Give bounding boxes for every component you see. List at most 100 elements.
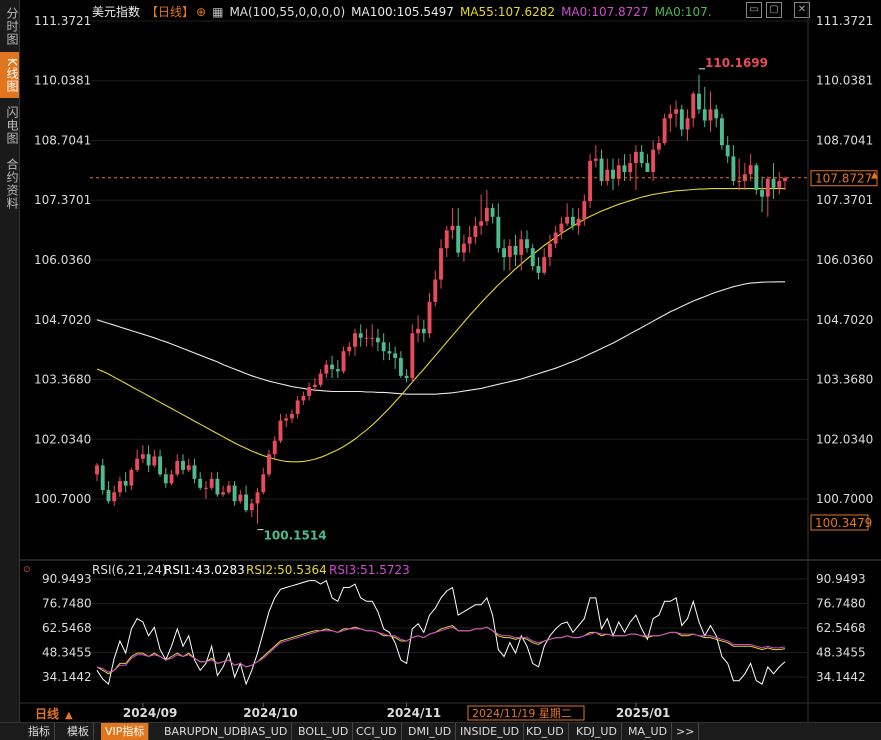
candle-body (238, 494, 243, 502)
candle (490, 203, 495, 224)
low-annotation: 100.1514 (257, 529, 327, 543)
candle (163, 467, 168, 488)
candle (467, 225, 472, 253)
maximize-icon[interactable]: ▢ (766, 2, 782, 18)
candle-body (714, 109, 719, 119)
candle-body (645, 163, 650, 173)
candle-body (301, 395, 306, 401)
tab-bias[interactable]: BIAS_UD (236, 723, 293, 740)
candle (152, 449, 157, 468)
close-icon[interactable]: ✕ (794, 2, 810, 18)
candle (398, 351, 403, 379)
candle (261, 467, 266, 495)
candle (714, 104, 719, 128)
candle-body (123, 481, 128, 486)
price-tick-label: 102.0340 (34, 432, 91, 446)
candle (599, 149, 604, 186)
tab-kdj[interactable]: KDJ_UD (572, 723, 622, 740)
restore-icon[interactable]: ▭ (746, 2, 762, 18)
period-selector[interactable]: 日线 (35, 706, 59, 721)
candle (450, 207, 455, 240)
candle (244, 485, 249, 513)
rsi3-value: RSI3:51.5723 (329, 563, 410, 577)
period-label[interactable]: 【日线】 (146, 5, 195, 19)
candle (553, 225, 558, 249)
price-tick-label: 108.7041 (816, 133, 873, 147)
x-axis-label: 2024/09 (123, 706, 177, 720)
tab-boll[interactable]: BOLL_UD (294, 723, 354, 740)
rsi-tick-label: 48.3455 (816, 645, 866, 659)
ma0a-value: MA0:107.8727 (561, 5, 649, 19)
candle (192, 458, 197, 484)
candle-body (628, 163, 633, 173)
period-selector-arrow-icon[interactable]: ▲ (65, 710, 73, 721)
crosshair-icon[interactable]: ⊕ (196, 5, 207, 19)
price-grid (90, 20, 808, 500)
tab-template[interactable]: 模板 (63, 723, 94, 740)
tab-contract-info[interactable]: 合约资料 (5, 158, 19, 210)
svg-text:100.1514: 100.1514 (264, 529, 327, 543)
candle-body (771, 178, 776, 188)
price-tick-label: 103.3680 (816, 373, 873, 387)
candle (347, 342, 352, 356)
candle-body (421, 328, 426, 334)
candle-body (484, 207, 489, 222)
rsi-dot-icon[interactable]: ⊙ (23, 565, 31, 575)
candle (175, 454, 180, 477)
candle-body (547, 243, 552, 258)
tab-inside[interactable]: INSIDE_UD (456, 723, 525, 740)
candle-body (117, 481, 122, 493)
tab-dmi[interactable]: DMI_UD (404, 723, 457, 740)
candle (439, 239, 443, 289)
tab-flash[interactable]: 闪电图 (5, 105, 19, 145)
tab-more[interactable]: >> (672, 723, 700, 740)
tab-vip-indicator[interactable]: VIP指标 (101, 723, 150, 740)
candle (519, 230, 524, 271)
tab-cci[interactable]: CCI_UD (352, 723, 402, 740)
rsi-tick-label: 34.1442 (816, 670, 866, 684)
candle (708, 91, 713, 132)
tab-timeshare[interactable]: 分时图 (5, 6, 19, 46)
chart-settings-icon[interactable]: ▦ (212, 5, 224, 19)
candle (611, 158, 615, 190)
rsi-tick-label: 62.5468 (816, 621, 866, 635)
candle-body (393, 353, 398, 358)
candle-body (473, 225, 478, 237)
tab-kline[interactable]: K线图 (0, 52, 19, 98)
price-chart[interactable]: 111.3721 110.0381 108.7041 107.3701 106.0360… (0, 0, 881, 722)
candle (117, 476, 122, 497)
candle (421, 319, 426, 343)
candle-body (416, 328, 421, 334)
candle-body (163, 474, 168, 484)
price-tick-label: 106.0360 (816, 253, 873, 267)
candle-body (100, 465, 105, 491)
price-tick-label: 103.3680 (34, 373, 91, 387)
candle-body (467, 236, 472, 244)
candle-body (307, 387, 312, 396)
tab-ma[interactable]: MA_UD (624, 723, 673, 740)
rsi-ticks-right: 90.9493 76.7480 62.5468 48.3455 34.1442 (816, 572, 866, 684)
candle (232, 481, 237, 506)
tab-kd[interactable]: KD_UD (522, 723, 569, 740)
candle-body (507, 245, 512, 258)
svg-text:2024/11/19 星期二: 2024/11/19 星期二 (472, 707, 572, 720)
candle (576, 207, 581, 235)
candle (605, 158, 610, 186)
price-tick-label: 104.7020 (34, 313, 91, 327)
tab-indicator[interactable]: 指标 (24, 723, 55, 740)
candle (416, 315, 421, 343)
candle-body (129, 469, 134, 486)
candle-body (261, 474, 266, 493)
candle-body (358, 333, 363, 338)
rsi-tick-label: 48.3455 (42, 645, 92, 659)
svg-text:107.8727: 107.8727 (815, 172, 872, 186)
candle-body (312, 384, 317, 388)
tab-barupdn[interactable]: BARUPDN_UD (160, 723, 246, 740)
candle-body (95, 465, 99, 475)
candle-body (576, 219, 581, 226)
candle (570, 207, 575, 231)
candle (209, 472, 214, 491)
candle-body (725, 145, 730, 157)
rsi1-value: RSI1:43.0283 (164, 563, 245, 577)
chart-header: 美元指数 【日线】 ⊕ ▦ MA(100,55,0,0,0,0) MA100:105.54… (92, 3, 718, 19)
